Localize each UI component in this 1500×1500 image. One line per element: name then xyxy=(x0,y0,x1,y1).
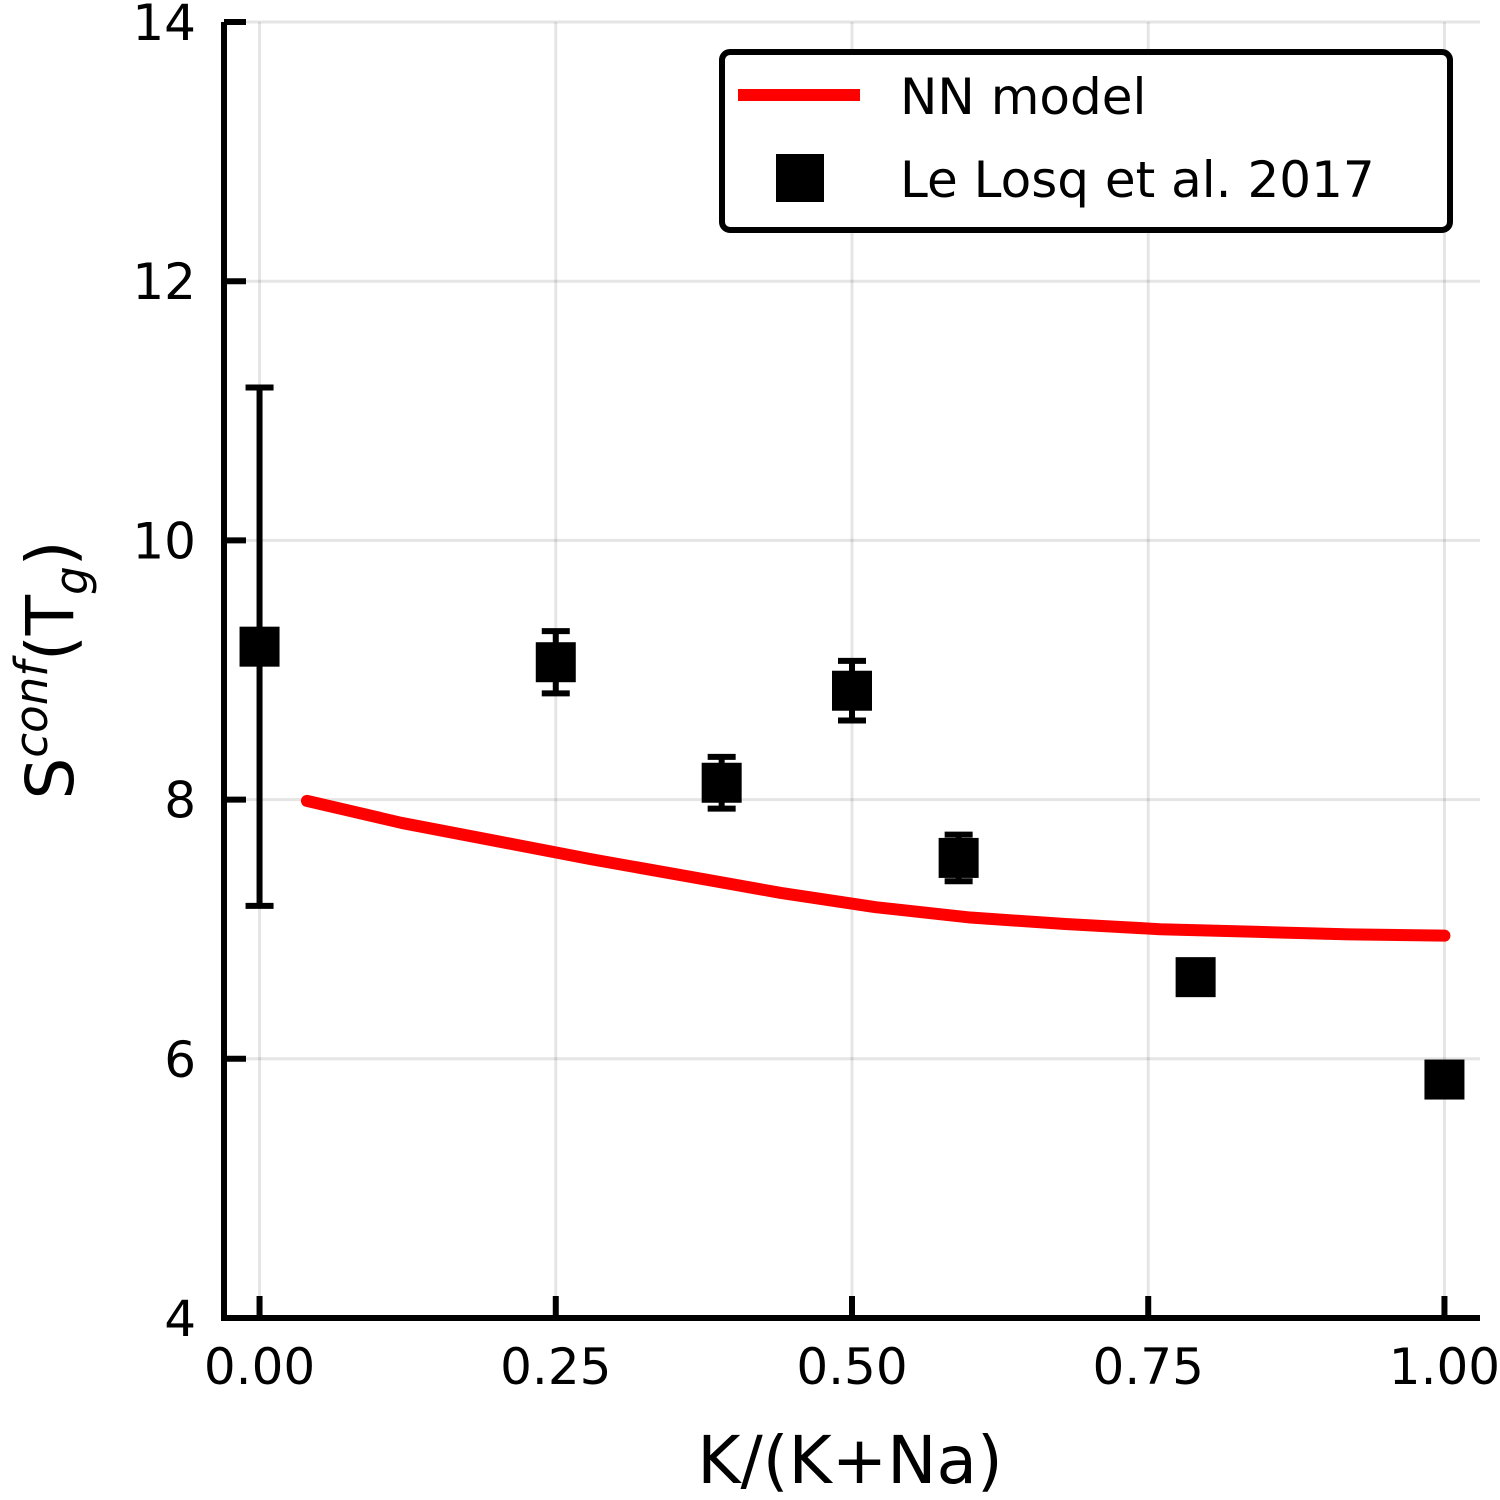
y-tick-label-4: 12 xyxy=(132,253,196,311)
data-point-5 xyxy=(1175,957,1216,998)
y-axis-label-close: ) xyxy=(12,541,89,567)
plot-area xyxy=(239,384,1465,1100)
data-point-3 xyxy=(832,670,872,711)
legend-le-losq-swatch xyxy=(776,154,824,202)
y-tick-label-1: 6 xyxy=(164,1031,196,1089)
x-tick-label-4: 1.00 xyxy=(1389,1338,1500,1396)
legend: NN model Le Losq et al. 2017 xyxy=(719,49,1453,233)
x-tick-label-1: 0.25 xyxy=(500,1338,611,1396)
y-axis-label-sub: g xyxy=(45,566,98,595)
y-tick-label-2: 8 xyxy=(164,772,196,830)
x-tick-label-3: 0.75 xyxy=(1093,1338,1204,1396)
legend-le-losq-label: Le Losq et al. 2017 xyxy=(900,151,1375,209)
y-tick-label-0: 4 xyxy=(164,1290,196,1348)
x-tick-label-2: 0.50 xyxy=(796,1338,907,1396)
legend-box xyxy=(719,49,1453,233)
y-axis-label-sup: conf xyxy=(5,655,58,758)
y-axis-label-open: (T xyxy=(12,594,89,661)
y-axis-label-base: S xyxy=(12,758,89,800)
data-point-2 xyxy=(701,762,742,803)
data-point-1 xyxy=(535,642,576,683)
x-axis-label: K/(K+Na) xyxy=(697,1422,1002,1499)
data-point-6 xyxy=(1424,1059,1465,1100)
legend-nn-model-label: NN model xyxy=(900,68,1146,126)
y-axis-label: Sconf(Tg) xyxy=(5,541,98,800)
data-point-4 xyxy=(938,837,979,878)
x-tick-label-0: 0.00 xyxy=(204,1338,315,1396)
ticks: 0.00 0.25 0.50 0.75 1.00 4 6 8 10 12 14 xyxy=(132,0,1500,1396)
nn-model-line xyxy=(300,794,1451,942)
y-tick-label-5: 14 xyxy=(132,0,196,52)
y-tick-label-3: 10 xyxy=(132,512,196,570)
data-point-0 xyxy=(239,626,280,667)
